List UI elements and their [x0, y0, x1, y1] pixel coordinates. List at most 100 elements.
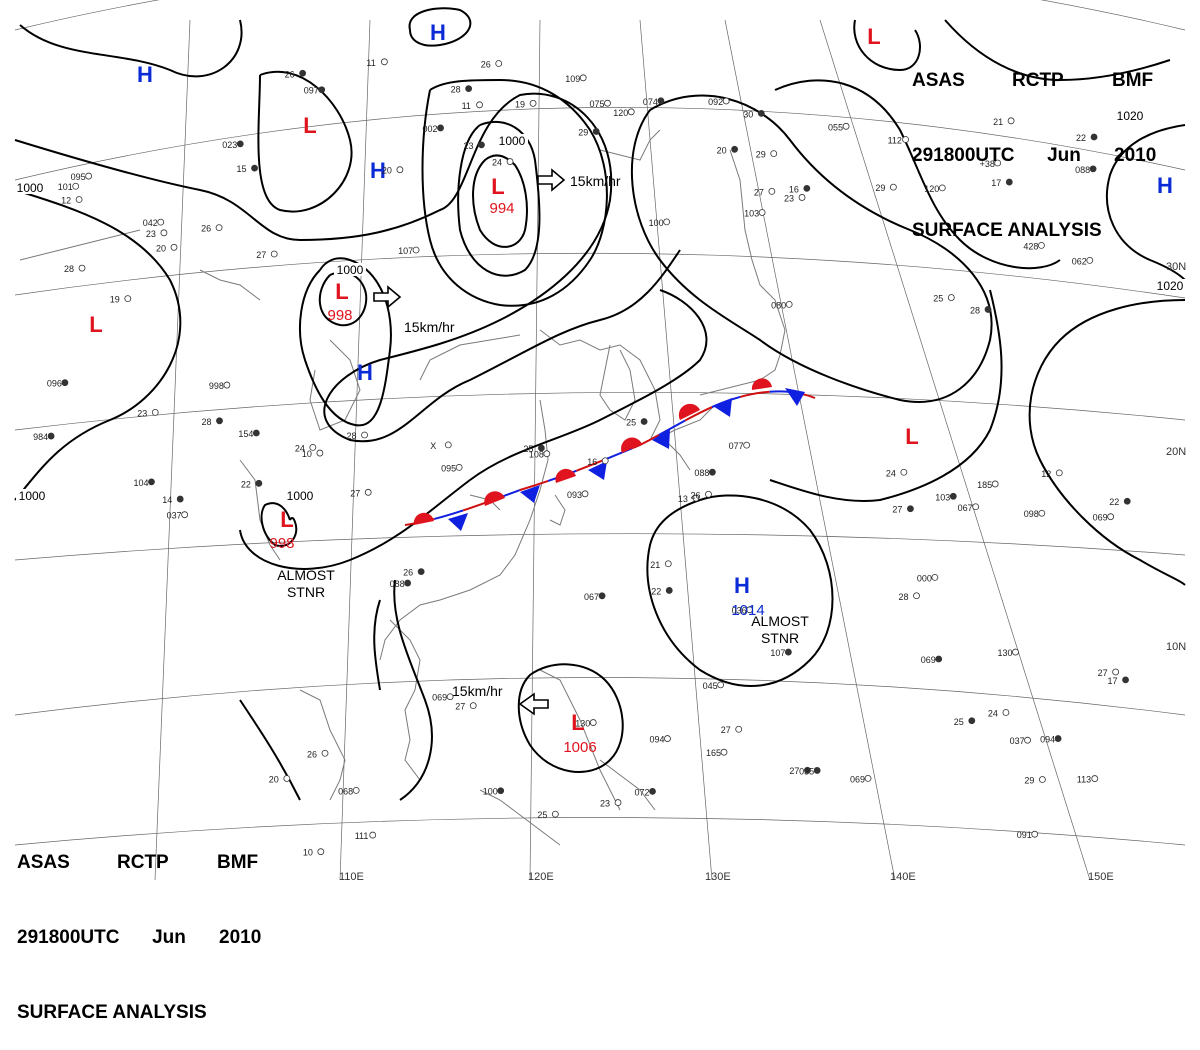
station-value: 26 — [481, 59, 491, 69]
motion-arrow — [518, 692, 549, 716]
station-value: 28 — [201, 417, 211, 427]
station-value: 037 — [1010, 736, 1025, 746]
station-circle — [664, 735, 671, 742]
header-code-asas: ASAS — [912, 70, 965, 91]
station-value: 23 — [146, 229, 156, 239]
longitude-label: 130E — [705, 871, 731, 883]
station-circle — [864, 774, 872, 782]
station-value: 074 — [643, 97, 658, 107]
station-value: 075 — [589, 99, 604, 109]
station-value: 069 — [1093, 513, 1108, 523]
station-circle — [598, 592, 606, 600]
station-circle — [579, 74, 587, 82]
station-circle — [1038, 509, 1046, 517]
station-circle — [705, 490, 712, 498]
station-value: 107 — [770, 648, 785, 658]
high-pressure-center: H — [370, 158, 386, 183]
station-value: 24 — [886, 468, 896, 478]
isobar-label: 1000 — [19, 489, 46, 503]
station-circle — [991, 480, 999, 488]
station-value: 27 — [754, 187, 764, 197]
center-pressure-value: 1006 — [563, 739, 596, 756]
station-circle — [708, 468, 716, 476]
station-value: 28 — [970, 305, 980, 315]
station-circle — [1123, 497, 1131, 505]
station-value: 28 — [347, 431, 357, 441]
motion-speed-label: 15km/hr — [570, 173, 621, 189]
station-circle — [627, 108, 635, 116]
station-value: 16 — [587, 457, 597, 467]
warm-front-semicircles — [413, 378, 772, 525]
station-circle — [601, 457, 609, 465]
station-value: 112 — [888, 136, 902, 146]
station-value: 17 — [1108, 676, 1118, 686]
low-pressure-center: L — [280, 507, 293, 532]
station-value: 24 — [295, 443, 305, 453]
station-value: 091 — [1017, 830, 1032, 840]
station-circle — [804, 766, 811, 774]
isobar-label: 1020 — [1117, 109, 1144, 123]
station-circle — [404, 579, 412, 587]
station-plots — [47, 58, 1131, 856]
station-circle — [663, 218, 671, 226]
high-pressure-center: H — [1157, 173, 1173, 198]
center-pressure-value: 1014 — [731, 602, 764, 619]
station-value: 101 — [58, 182, 73, 192]
station-value: 27 — [1098, 668, 1108, 678]
station-value: 29 — [875, 183, 885, 193]
station-value: 097 — [304, 86, 319, 96]
isobar-label-bg — [284, 489, 316, 502]
station-circle — [798, 194, 806, 201]
station-circle — [900, 468, 908, 476]
station-circle — [907, 505, 914, 513]
station-value: 21 — [650, 560, 660, 570]
latitude-label: 30N — [1166, 261, 1186, 273]
station-value: 130 — [575, 719, 590, 729]
isobar-label-bg — [14, 181, 46, 194]
station-circle — [148, 478, 155, 486]
latitude-label: 10N — [1166, 641, 1186, 653]
station-circle — [318, 86, 326, 94]
station-circle — [476, 101, 483, 109]
station-value: 22 — [241, 479, 251, 489]
station-circle — [1122, 676, 1129, 684]
station-value: 19 — [515, 99, 525, 109]
station-value: 29 — [578, 127, 588, 137]
high-pressure-center: H — [430, 20, 446, 45]
isobar-label-bg — [496, 134, 528, 147]
station-value: +38 — [980, 159, 995, 169]
longitude-labels: 110E 120E 130E 140E 150E — [339, 871, 1114, 883]
station-value: 25 — [954, 717, 964, 727]
latitude-label: 20N — [1166, 446, 1186, 458]
station-value: 088 — [390, 579, 405, 589]
station-circle — [768, 187, 776, 195]
station-value: 100 — [649, 218, 664, 228]
station-value: 28 — [64, 264, 74, 274]
longitude-label: 120E — [528, 871, 554, 883]
station-value: 11 — [462, 101, 471, 111]
station-circle — [1012, 648, 1019, 656]
station-value: 111 — [355, 831, 369, 841]
station-value: 20 — [382, 166, 392, 176]
station-circle — [722, 97, 730, 105]
station-value: 154 — [238, 429, 253, 439]
station-circle — [984, 306, 992, 313]
station-circle — [380, 58, 388, 66]
station-circle — [455, 463, 463, 471]
station-circle — [537, 444, 545, 452]
station-value: 098 — [1024, 509, 1039, 519]
station-circle — [757, 109, 765, 117]
station-circle — [604, 99, 611, 107]
station-value: 25 — [933, 294, 943, 304]
station-circle — [1002, 709, 1010, 716]
station-value: 20 — [156, 243, 166, 253]
station-circle — [309, 443, 317, 451]
station-circle — [931, 573, 939, 581]
station-value: 26 — [201, 224, 211, 234]
station-circle — [664, 560, 672, 568]
station-circle — [640, 418, 648, 425]
station-circle — [252, 429, 260, 437]
station-value: 24 — [988, 709, 998, 719]
